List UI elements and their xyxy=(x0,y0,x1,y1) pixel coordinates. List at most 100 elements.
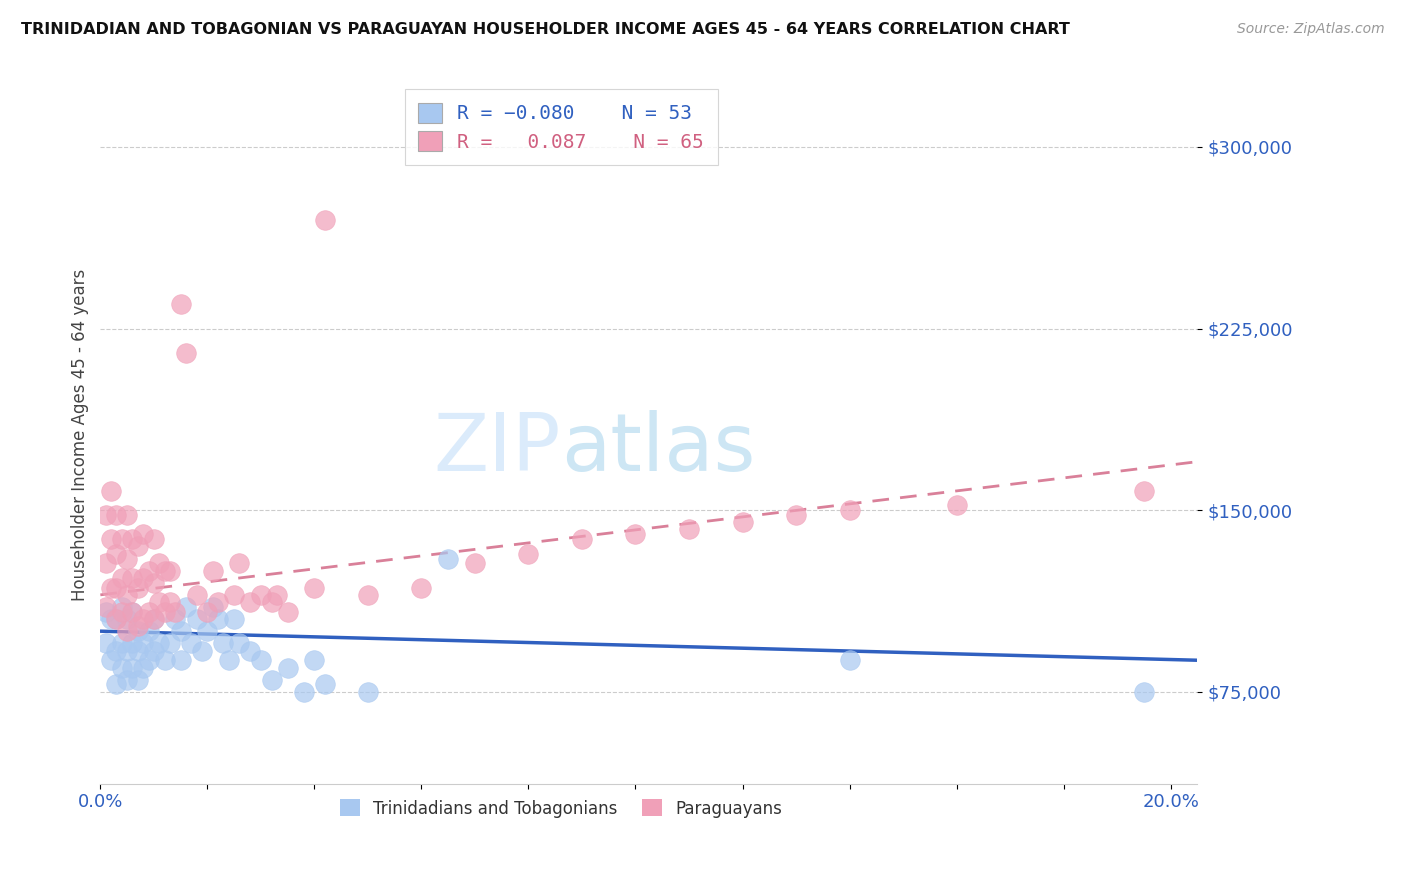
Point xyxy=(100,581,122,595)
Point xyxy=(111,636,134,650)
Point xyxy=(105,612,128,626)
Point xyxy=(127,643,149,657)
Point xyxy=(437,551,460,566)
Point xyxy=(159,564,181,578)
Point xyxy=(142,612,165,626)
Point xyxy=(127,581,149,595)
Legend: Trinidadians and Tobagonians, Paraguayans: Trinidadians and Tobagonians, Paraguayan… xyxy=(333,793,789,824)
Point xyxy=(292,684,315,698)
Point xyxy=(111,605,134,619)
Point xyxy=(121,636,143,650)
Point xyxy=(314,212,336,227)
Point xyxy=(132,636,155,650)
Point xyxy=(159,595,181,609)
Point xyxy=(127,619,149,633)
Point xyxy=(121,571,143,585)
Point xyxy=(201,564,224,578)
Point xyxy=(132,571,155,585)
Point xyxy=(115,624,138,639)
Point xyxy=(105,547,128,561)
Point xyxy=(94,557,117,571)
Point xyxy=(115,588,138,602)
Point xyxy=(195,624,218,639)
Point xyxy=(357,684,380,698)
Point xyxy=(132,612,155,626)
Point xyxy=(142,575,165,590)
Point xyxy=(142,643,165,657)
Point xyxy=(678,523,700,537)
Point xyxy=(785,508,807,522)
Point xyxy=(239,595,262,609)
Point xyxy=(1133,684,1156,698)
Point xyxy=(121,660,143,674)
Point xyxy=(228,636,250,650)
Point xyxy=(186,588,208,602)
Point xyxy=(100,532,122,546)
Point xyxy=(121,532,143,546)
Point xyxy=(169,653,191,667)
Point xyxy=(174,345,197,359)
Point xyxy=(153,605,176,619)
Point xyxy=(138,605,160,619)
Point xyxy=(132,660,155,674)
Point xyxy=(94,508,117,522)
Point xyxy=(165,612,187,626)
Point xyxy=(838,503,860,517)
Point xyxy=(266,588,288,602)
Point xyxy=(127,673,149,687)
Point xyxy=(100,653,122,667)
Point xyxy=(314,677,336,691)
Point xyxy=(105,677,128,691)
Point xyxy=(100,612,122,626)
Text: TRINIDADIAN AND TOBAGONIAN VS PARAGUAYAN HOUSEHOLDER INCOME AGES 45 - 64 YEARS C: TRINIDADIAN AND TOBAGONIAN VS PARAGUAYAN… xyxy=(21,22,1070,37)
Point xyxy=(180,636,202,650)
Point xyxy=(277,605,299,619)
Point xyxy=(174,599,197,614)
Point xyxy=(207,612,229,626)
Point xyxy=(115,612,138,626)
Point xyxy=(111,532,134,546)
Point xyxy=(115,673,138,687)
Point xyxy=(132,527,155,541)
Point xyxy=(224,588,246,602)
Point xyxy=(239,643,262,657)
Point xyxy=(411,581,433,595)
Y-axis label: Householder Income Ages 45 - 64 years: Householder Income Ages 45 - 64 years xyxy=(72,268,89,601)
Point xyxy=(191,643,214,657)
Point xyxy=(260,595,283,609)
Point xyxy=(94,599,117,614)
Point xyxy=(153,653,176,667)
Point xyxy=(105,508,128,522)
Point xyxy=(115,551,138,566)
Point xyxy=(165,605,187,619)
Point xyxy=(121,605,143,619)
Point xyxy=(517,547,540,561)
Point xyxy=(138,564,160,578)
Point xyxy=(159,636,181,650)
Point xyxy=(357,588,380,602)
Point xyxy=(212,636,235,650)
Point xyxy=(94,605,117,619)
Point xyxy=(148,636,170,650)
Point xyxy=(195,605,218,619)
Point xyxy=(148,595,170,609)
Point xyxy=(115,508,138,522)
Point xyxy=(1133,483,1156,498)
Text: Source: ZipAtlas.com: Source: ZipAtlas.com xyxy=(1237,22,1385,37)
Text: atlas: atlas xyxy=(561,410,755,488)
Point xyxy=(207,595,229,609)
Point xyxy=(250,653,273,667)
Point xyxy=(138,653,160,667)
Point xyxy=(127,540,149,554)
Point xyxy=(731,515,754,529)
Point xyxy=(169,297,191,311)
Point xyxy=(224,612,246,626)
Point xyxy=(138,624,160,639)
Point xyxy=(111,599,134,614)
Point xyxy=(624,527,647,541)
Point xyxy=(121,605,143,619)
Point xyxy=(228,557,250,571)
Point xyxy=(105,643,128,657)
Point xyxy=(201,599,224,614)
Point xyxy=(153,564,176,578)
